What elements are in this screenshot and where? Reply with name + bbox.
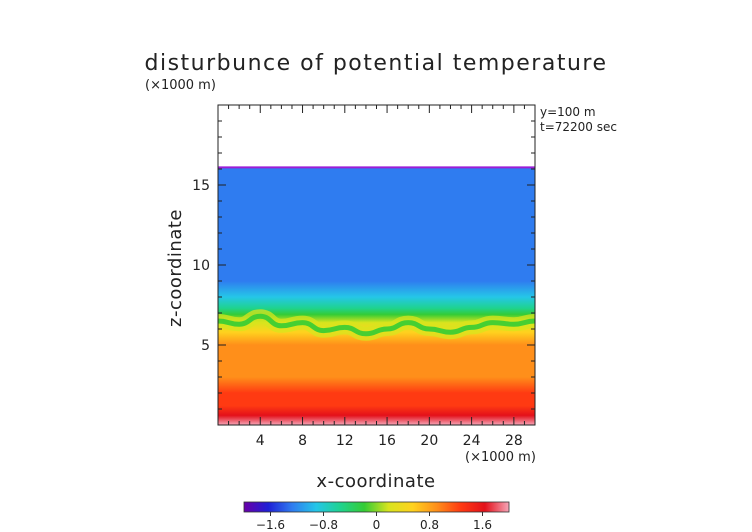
colorbar-tick-label: −1.6 <box>256 518 285 532</box>
inversion-interface-line <box>217 313 536 337</box>
x-axis-label: x-coordinate <box>316 471 435 492</box>
x-tick-label: 12 <box>336 433 354 449</box>
x-unit-label: (×1000 m) <box>465 450 536 465</box>
plot-area: 4 8 12 16 20 24 28 5 10 15 <box>192 104 536 449</box>
temperature-field <box>218 167 535 425</box>
x-axis-ticks: 4 8 12 16 20 24 28 <box>228 105 525 449</box>
y-axis-ticks: 5 10 15 <box>192 120 535 410</box>
y-tick-label: 10 <box>192 258 210 274</box>
annotations: y=100 mt=72200 sec <box>540 105 617 134</box>
x-tick-label: 20 <box>420 433 438 449</box>
colorbar-gradient <box>243 501 510 513</box>
x-tick-label: 28 <box>505 433 523 449</box>
annotation-label: y=100 m <box>540 105 596 119</box>
colorbar-tick-label: −0.8 <box>309 518 338 532</box>
y-tick-label: 5 <box>201 338 210 354</box>
colorbar-ticks: −1.6 −0.8 0 0.8 1.6 <box>256 512 492 532</box>
y-tick-label: 15 <box>192 178 210 194</box>
colorbar-tick-label: 0 <box>373 518 381 532</box>
colorbar-tick-label: 1.6 <box>473 518 492 532</box>
y-axis-label: z-coordinate <box>165 209 186 327</box>
x-tick-label: 16 <box>378 433 396 449</box>
colorbar: −1.6 −0.8 0 0.8 1.6 <box>243 501 510 532</box>
x-tick-label: 24 <box>463 433 481 449</box>
chart-title: disturbunce of potential temperature <box>145 51 608 76</box>
annotation-label: t=72200 sec <box>540 120 617 134</box>
colorbar-tick-label: 0.8 <box>420 518 439 532</box>
x-tick-label: 4 <box>256 433 265 449</box>
y-unit-label: (×1000 m) <box>145 78 216 93</box>
x-tick-label: 8 <box>298 433 307 449</box>
